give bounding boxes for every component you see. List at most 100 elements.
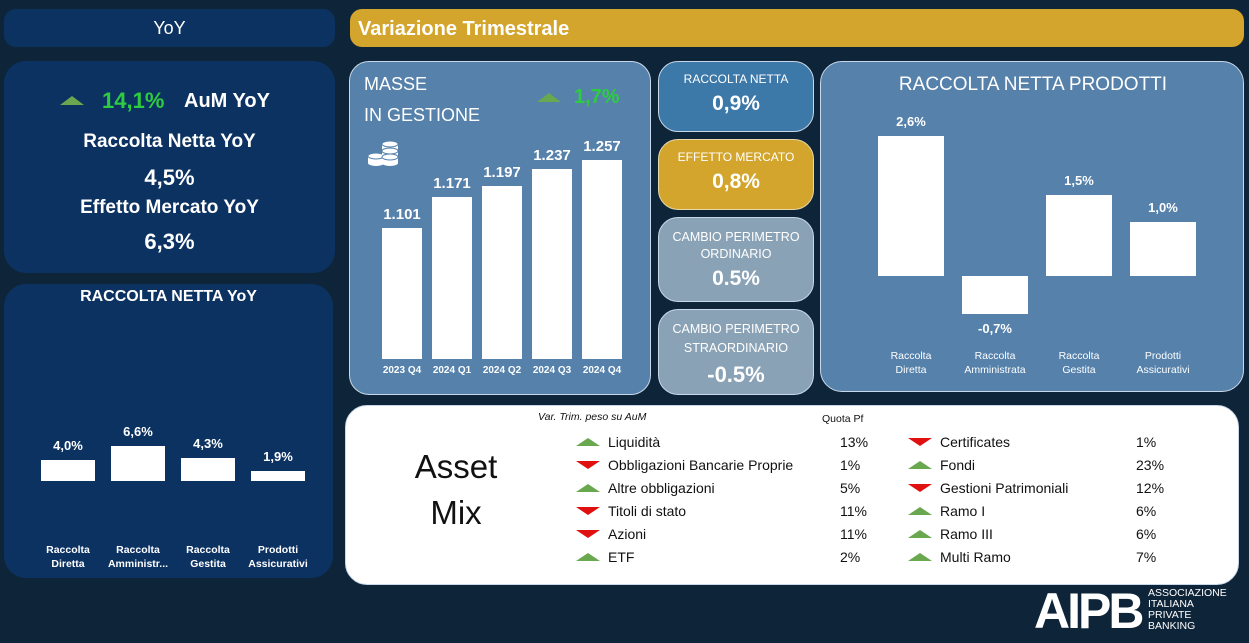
asset-name: Titoli di stato [608, 503, 687, 519]
data-label: 4,0% [53, 437, 83, 453]
bar [1130, 222, 1196, 276]
asset-quota: 6% [1136, 526, 1157, 542]
bar [1046, 195, 1112, 276]
effetto-yoy-value: 6,3% [144, 229, 195, 254]
aipb-logo-line4: BANKING [1148, 620, 1196, 632]
category-label: Prodotti Assicurativi [248, 544, 308, 570]
list-item: Ramo III 6% [908, 523, 1178, 545]
aipb-logo-line1: ASSOCIAZIONE [1148, 587, 1227, 599]
bar [582, 160, 622, 359]
asset-list-left: Liquidità 13% Obbligazioni Bancarie Propri… [576, 431, 876, 571]
data-label: 1,0% [1148, 200, 1178, 216]
effetto-mercato-card-label: EFFETTO MERCATO [677, 150, 795, 164]
raccolta-netta-prodotti-card: RACCOLTA NETTA PRODOTTI 2,6% Raccolta Dir… [820, 61, 1244, 392]
asset-name: Certificates [940, 434, 1011, 450]
data-label: -0,7% [978, 320, 1012, 336]
aum-yoy-row: 14,1% AuM YoY [60, 88, 320, 118]
asset-list-right: Certificates 1% Fondi 23% Gestioni Patrimoni… [908, 431, 1178, 571]
category-label: 2024 Q4 [582, 365, 622, 376]
data-label: 1.101 [383, 205, 421, 223]
straord-label-line1: CAMBIO PERIMETRO [672, 322, 800, 336]
ordinario-label-line2: ORDINARIO [700, 247, 772, 261]
asset-quota: 12% [1136, 480, 1165, 496]
aipb-logo: AIPB ASSOCIAZIONE ITALIANA PRIVATE BANKI… [1034, 583, 1246, 640]
list-item: Multi Ramo 7% [908, 546, 1178, 568]
category-label: Raccolta Amministrata [964, 350, 1026, 376]
bar [962, 276, 1028, 314]
asset-name: Altre obbligazioni [608, 480, 715, 496]
asset-quota: 2% [840, 549, 861, 565]
rnp-chart: 2,6% Raccolta Diretta -0,7% Raccolta Ammini… [821, 62, 1245, 393]
category-label: 2024 Q2 [482, 365, 522, 376]
up-arrow-icon [576, 553, 600, 561]
asset-name: Azioni [608, 526, 647, 542]
yoy-header-label: YoY [153, 18, 186, 38]
yoy-summary-card: 14,1% AuM YoY Raccolta Netta YoY 4,5% Ef… [4, 61, 335, 273]
data-label: 1.237 [533, 146, 571, 164]
aipb-logo-text: ASSOCIAZIONE ITALIANA PRIVATE BANKING [1148, 588, 1227, 632]
raccolta-yoy-value: 4,5% [144, 165, 195, 190]
category-label: Raccolta Diretta [46, 544, 90, 570]
asset-quota: 7% [1136, 549, 1157, 565]
data-label: 6,6% [123, 424, 153, 439]
bar [432, 197, 472, 359]
asset-mix-title-line1: Asset [414, 448, 498, 485]
effetto-yoy-label: Effetto Mercato YoY [80, 197, 259, 218]
asset-name: Obbligazioni Bancarie Proprie [608, 457, 794, 473]
category-label: 2023 Q4 [382, 365, 422, 376]
masse-title-line1: MASSE [364, 74, 428, 94]
masse-chart: 1.101 2023 Q4 1.171 2024 Q1 1.197 2024 Q2 1.23… [350, 62, 652, 396]
masse-in-gestione-card: MASSE IN GESTIONE 1,7% 1.101 2023 Q4 1.171… [349, 61, 651, 395]
bar [482, 186, 522, 359]
list-item: Fondi 23% [908, 454, 1178, 476]
asset-quota: 1% [1136, 434, 1157, 450]
asset-name: Liquidità [608, 434, 661, 450]
raccolta-netta-yoy-card: RACCOLTA NETTA YoY 4,0% Raccolta Diretta 6… [4, 284, 333, 578]
category-label: Raccolta Diretta [890, 350, 932, 376]
down-arrow-icon [908, 484, 932, 492]
category-label: Prodotti Assicurativi [1136, 350, 1190, 376]
data-label: 1,9% [263, 448, 293, 464]
var-trim-header: Var. Trim. peso su AuM [538, 411, 647, 423]
bar [532, 168, 572, 359]
down-arrow-icon [908, 438, 932, 446]
up-arrow-icon [908, 530, 932, 538]
data-label: 1.257 [583, 138, 621, 155]
raccolta-netta-card: RACCOLTA NETTA 0,9% [658, 61, 814, 132]
aipb-logo-line3: PRIVATE [1148, 609, 1192, 621]
asset-name: Multi Ramo [940, 549, 1011, 565]
list-item: Titoli di stato 11% [576, 500, 876, 522]
ordinario-value: 0.5% [712, 267, 760, 290]
bar [41, 459, 95, 481]
list-item: Certificates 1% [908, 431, 1178, 453]
raccolta-netta-card-label: RACCOLTA NETTA [683, 72, 789, 86]
down-arrow-icon [576, 530, 600, 538]
data-label: 2,6% [896, 114, 926, 129]
cambio-perimetro-ordinario-card: CAMBIO PERIMETRO ORDINARIO 0.5% [658, 217, 814, 302]
raccolta-netta-yoy-title: RACCOLTA NETTA YoY [80, 288, 257, 305]
asset-quota: 5% [840, 480, 861, 496]
list-item: Altre obbligazioni 5% [576, 477, 876, 499]
list-item: Liquidità 13% [576, 431, 876, 453]
up-arrow-icon [537, 93, 561, 102]
quota-pf-header: Quota Pf [822, 413, 864, 425]
rnp-title: RACCOLTA NETTA PRODOTTI [898, 74, 1168, 95]
bar [111, 446, 165, 481]
raccolta-yoy-label: Raccolta Netta YoY [83, 131, 256, 152]
asset-name: Gestioni Patrimoniali [940, 480, 1069, 496]
category-label: 2024 Q3 [532, 365, 572, 376]
masse-change-value: 1,7% [574, 86, 620, 108]
coins-icon [367, 140, 399, 166]
cambio-perimetro-straordinario-card: CAMBIO PERIMETRO STRAORDINARIO -0.5% [658, 309, 814, 395]
category-label: Raccolta Gestita [186, 544, 230, 570]
bar [181, 458, 235, 481]
effetto-mercato-card-value: 0,8% [712, 170, 760, 193]
bar [382, 227, 422, 359]
category-label: 2024 Q1 [432, 365, 472, 376]
down-arrow-icon [576, 507, 600, 515]
asset-name: Ramo III [940, 526, 993, 542]
straord-value: -0.5% [707, 362, 765, 387]
asset-mix-title-line2: Mix [430, 494, 482, 531]
asset-quota: 11% [840, 526, 867, 542]
asset-mix-card: Asset Mix Var. Trim. peso su AuM Quota P… [345, 405, 1239, 585]
